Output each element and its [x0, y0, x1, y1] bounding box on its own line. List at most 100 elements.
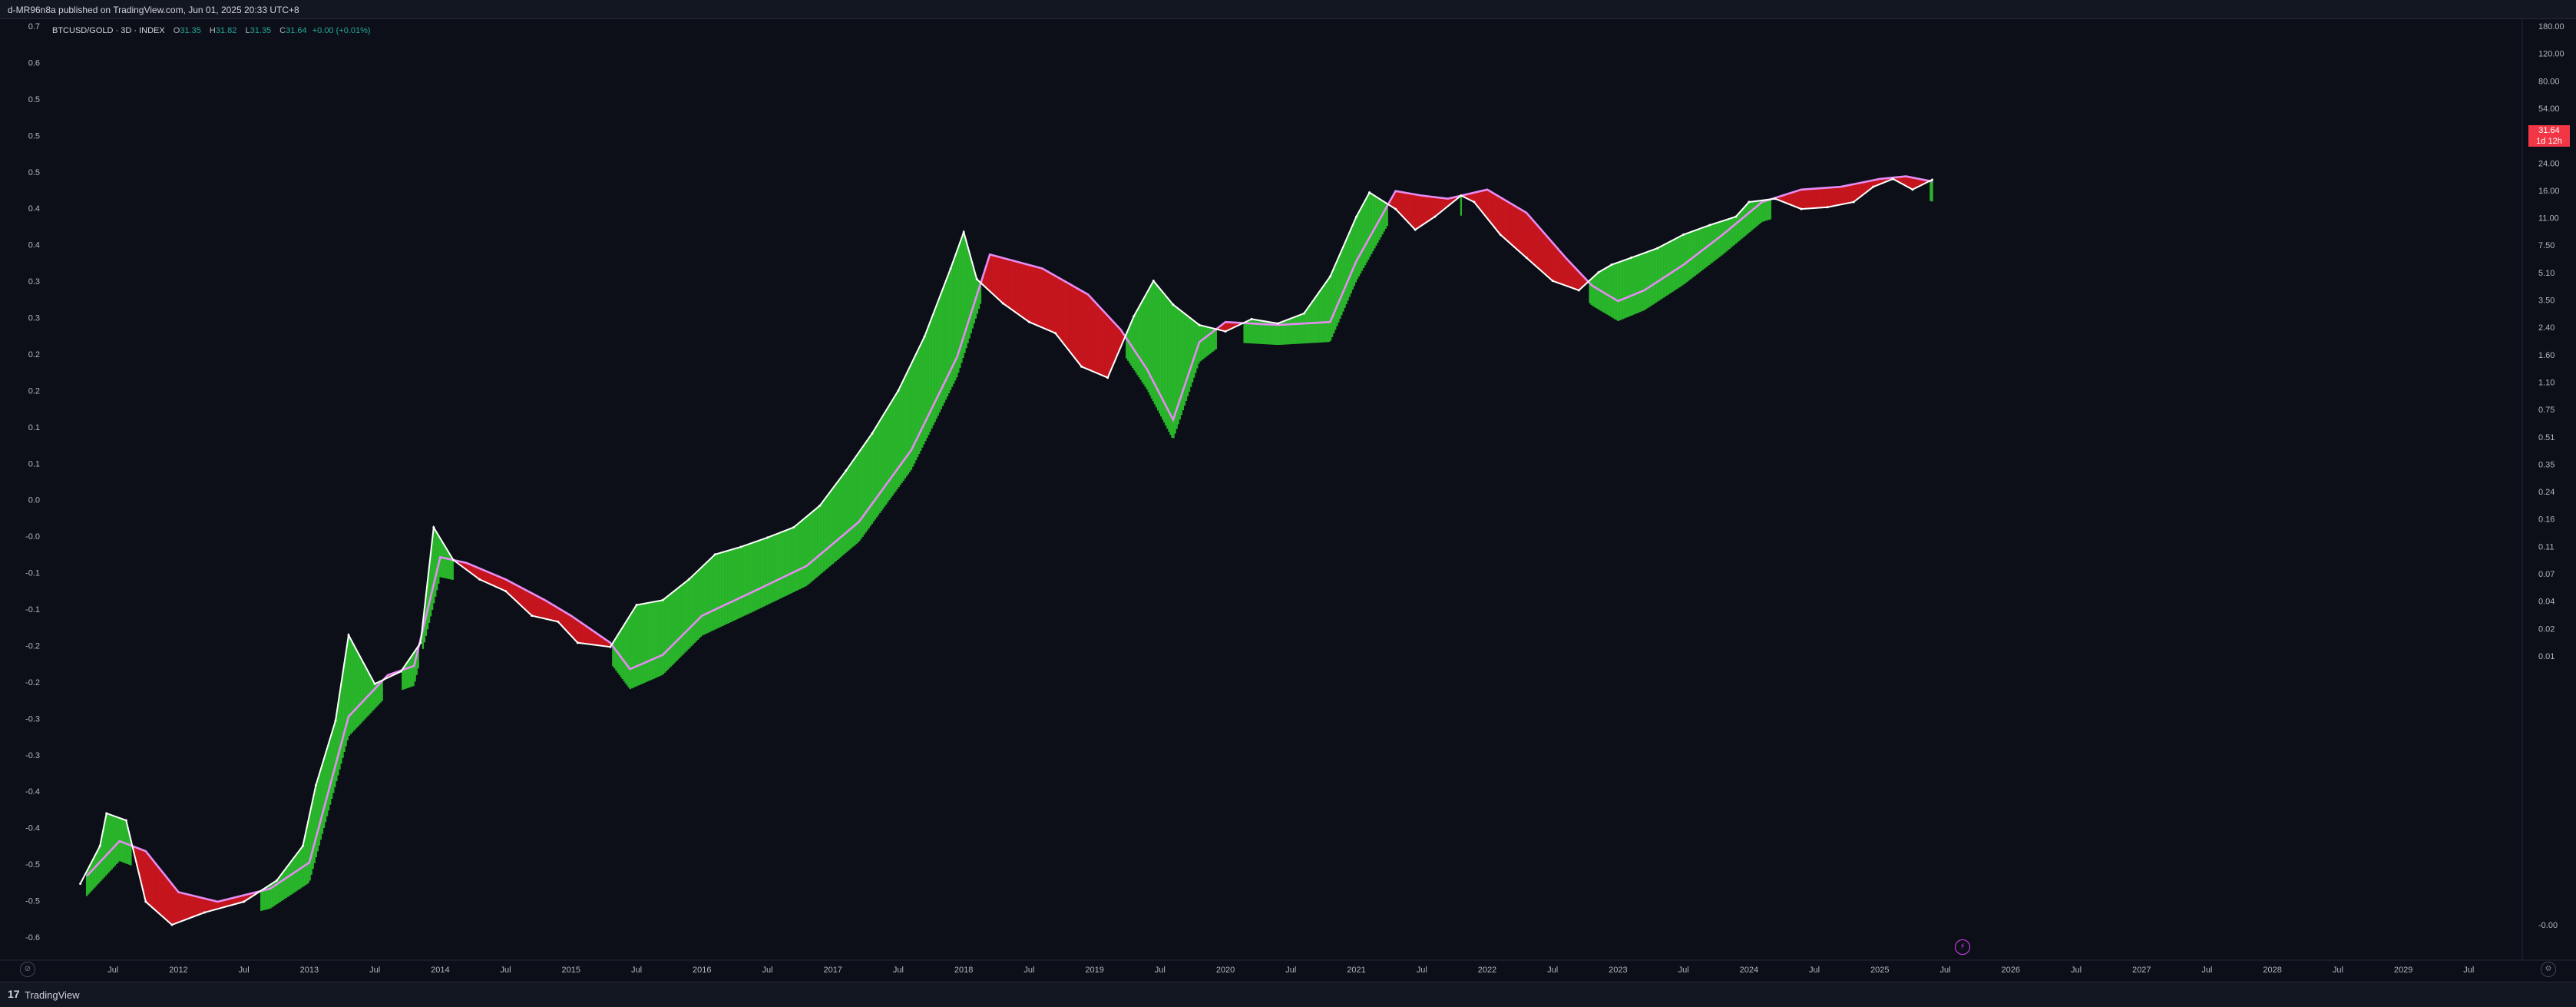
price-point	[1826, 206, 1829, 209]
symbol-legend[interactable]: BTCUSD/GOLD · 3D · INDEX O 31.35 H31.82 L…	[52, 26, 371, 35]
plot-area	[79, 175, 1933, 926]
time-axis-tick: Jul	[631, 966, 642, 975]
left-axis-tick: -0.0	[25, 532, 40, 542]
price-point	[1276, 322, 1279, 325]
timezone-button[interactable]: ⊘	[20, 962, 35, 977]
price-point	[1577, 289, 1580, 292]
time-axis[interactable]: Jul 2012 Jul 2013 Jul 2014 Jul 2015 Jul 2016 Jul 20…	[107, 966, 2474, 975]
time-axis-tick: 2013	[300, 966, 319, 975]
time-axis-tick: 2017	[823, 966, 842, 975]
left-axis-tick: 0.3	[28, 314, 40, 323]
left-axis-tick: -0.4	[25, 787, 40, 797]
right-axis-tick: 24.00	[2538, 159, 2560, 168]
price-point	[105, 812, 108, 815]
right-axis-tick: 0.24	[2538, 488, 2555, 497]
left-axis-tick: 0.3	[28, 277, 40, 287]
left-axis-tick: -0.2	[25, 678, 40, 687]
price-point	[1328, 275, 1331, 278]
right-axis-tick: 0.16	[2538, 515, 2555, 525]
time-axis-tick: 2020	[1216, 966, 1235, 975]
time-axis-tick: Jul	[1023, 966, 1034, 975]
publish-header: d-MR96n8a published on TradingView.com, …	[0, 0, 2576, 19]
price-point	[451, 558, 455, 561]
time-axis-tick: Jul	[1547, 966, 1558, 975]
legend-high-label: H	[209, 26, 216, 35]
price-chart[interactable]: 0.7 0.6 0.5 0.5 0.5 0.4 0.4 0.3 0.3 0.2 0.2 0.1 0.1 0…	[0, 18, 2576, 982]
price-point	[1152, 280, 1155, 283]
time-axis-tick: Jul	[1285, 966, 1296, 975]
price-point	[1414, 228, 1417, 231]
time-axis-tick: 2029	[2394, 966, 2412, 975]
price-point	[347, 634, 350, 637]
footer-bar: 17 TradingView	[0, 982, 2576, 1007]
time-axis-tick: Jul	[1809, 966, 1820, 975]
left-axis-tick: 0.5	[28, 131, 40, 141]
price-point	[243, 900, 246, 903]
left-axis-tick: -0.5	[25, 897, 40, 906]
left-axis-tick: 0.1	[28, 459, 40, 469]
time-axis-tick: 2021	[1347, 966, 1365, 975]
price-point	[1891, 177, 1894, 181]
price-point	[98, 844, 101, 847]
price-point	[1224, 330, 1227, 333]
legend-open-label: O	[173, 26, 180, 35]
price-point	[1734, 215, 1738, 218]
price-point	[739, 545, 742, 548]
time-axis-tick: 2027	[2132, 966, 2151, 975]
legend-low-label: L	[245, 26, 250, 35]
time-axis-tick: Jul	[369, 966, 380, 975]
right-axis-tick: 16.00	[2538, 187, 2560, 196]
right-axis-tick: -0.00	[2538, 921, 2558, 930]
price-point	[975, 277, 978, 280]
left-axis-tick: 0.2	[28, 386, 40, 396]
brand-name: TradingView	[25, 989, 80, 1001]
right-axis-tick: 7.50	[2538, 241, 2555, 250]
price-line	[79, 177, 1933, 926]
legend-high-value: 31.82	[215, 26, 237, 35]
legend-close-value: 31.64	[286, 26, 307, 35]
left-axis-tick: 0.4	[28, 241, 40, 250]
time-axis-tick: Jul	[2071, 966, 2082, 975]
price-point	[1551, 280, 1554, 283]
price-point	[792, 526, 795, 529]
left-axis-tick: -0.3	[25, 751, 40, 760]
legend-low-value: 31.35	[250, 26, 272, 35]
price-point	[687, 578, 690, 581]
right-axis-tick: 80.00	[2538, 77, 2560, 86]
price-point	[1852, 200, 1855, 204]
price-point	[1027, 320, 1030, 323]
right-axis-tick: 0.75	[2538, 406, 2555, 415]
left-axis-tick: -0.1	[25, 569, 40, 578]
time-axis-tick: 2019	[1085, 966, 1103, 975]
price-point	[1656, 247, 1659, 250]
right-axis-tick: 0.07	[2538, 570, 2555, 579]
time-axis-tick: Jul	[893, 966, 904, 975]
price-point	[845, 469, 848, 472]
price-point	[432, 526, 435, 529]
price-point	[1368, 191, 1371, 194]
time-axis-tick: Jul	[1155, 966, 1166, 975]
last-price-badge: 31.64	[2528, 125, 2570, 136]
right-axis-tick: 5.10	[2538, 269, 2555, 278]
price-point	[1433, 215, 1437, 218]
price-point	[1774, 197, 1777, 200]
time-axis-tick: Jul	[501, 966, 511, 975]
publish-info: d-MR96n8a published on TradingView.com, …	[8, 5, 299, 15]
settings-gear-icon[interactable]: ⚙	[2541, 962, 2556, 977]
price-point	[1460, 194, 1463, 197]
time-axis-tick: 2018	[954, 966, 973, 975]
left-axis-tick: -0.2	[25, 641, 40, 651]
price-point	[1053, 332, 1057, 335]
price-point	[144, 900, 147, 903]
tradingview-logo-icon[interactable]: 17	[8, 988, 20, 1000]
price-point	[897, 389, 900, 393]
price-point	[1800, 207, 1803, 210]
bar-countdown: 1d 12h	[2528, 136, 2570, 147]
legend-symbol[interactable]: BTCUSD/GOLD · 3D · INDEX	[52, 26, 165, 35]
price-point	[1355, 215, 1358, 218]
event-lightning-icon[interactable]: ⚡	[1955, 939, 1970, 955]
right-axis-tick: 0.02	[2538, 624, 2555, 634]
price-point	[1473, 200, 1476, 204]
right-axis[interactable]: 180.00120.0080.0054.0036.0024.0016.0011.…	[2538, 22, 2564, 930]
time-axis-tick: 2016	[693, 966, 711, 975]
